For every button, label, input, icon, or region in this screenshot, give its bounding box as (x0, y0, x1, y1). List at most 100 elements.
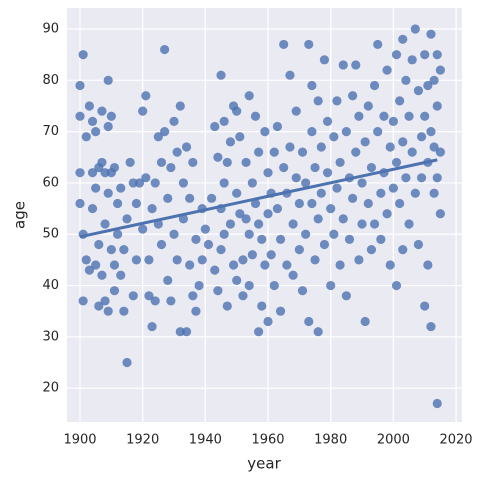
scatter-point (210, 265, 220, 275)
scatter-point (395, 96, 405, 106)
x-tick-label: 1900 (63, 433, 96, 448)
scatter-point (398, 245, 408, 255)
scatter-point (351, 60, 361, 70)
scatter-point (285, 70, 295, 80)
y-tick-label: 70 (42, 124, 59, 139)
scatter-point (116, 183, 126, 193)
scatter-point (141, 91, 151, 101)
scatter-point (191, 306, 201, 316)
scatter-point (75, 80, 85, 91)
scatter-point (163, 193, 173, 203)
scatter-point (207, 193, 217, 203)
scatter-point (420, 50, 430, 60)
scatter-point (106, 111, 116, 121)
scatter-point (109, 162, 120, 173)
scatter-point (97, 106, 107, 116)
scatter-point (244, 280, 254, 291)
scatter-point (213, 152, 223, 162)
scatter-point (181, 327, 192, 337)
scatter-point (147, 321, 157, 332)
scatter-point (423, 80, 433, 91)
scatter-point (244, 91, 254, 101)
scatter-point (376, 234, 386, 244)
scatter-point (181, 142, 192, 152)
scatter-point (244, 229, 254, 239)
scatter-point (94, 301, 104, 311)
scatter-point (91, 183, 101, 193)
scatter-point (103, 306, 113, 316)
scatter-point (335, 260, 345, 270)
scatter-point (235, 209, 245, 219)
scatter-point (225, 137, 236, 147)
y-tick-label: 90 (42, 22, 59, 37)
scatter-point (194, 280, 204, 291)
scatter-point (203, 239, 214, 250)
scatter-point (119, 245, 129, 255)
scatter-point (348, 91, 358, 101)
scatter-point (420, 301, 430, 311)
scatter-point (388, 183, 398, 193)
scatter-point (260, 260, 270, 270)
x-tick-label: 1920 (126, 433, 159, 448)
scatter-point (138, 106, 148, 116)
scatter-point (354, 255, 364, 265)
scatter-point (335, 157, 345, 168)
scatter-point (185, 193, 195, 203)
scatter-point (78, 50, 88, 60)
scatter-point (429, 75, 439, 85)
scatter-point (275, 306, 286, 316)
scatter-point (269, 147, 279, 157)
scatter-point (416, 173, 427, 183)
scatter-point (210, 121, 220, 132)
scatter-point (219, 178, 229, 188)
scatter-point (326, 203, 336, 214)
scatter-point (250, 111, 261, 121)
scatter-point (401, 173, 411, 183)
scatter-point (319, 239, 330, 250)
scatter-point (432, 50, 442, 60)
scatter-point (357, 178, 367, 188)
scatter-point (175, 101, 185, 111)
scatter-point (279, 162, 289, 173)
scatter-point (150, 178, 160, 188)
scatter-point (322, 116, 333, 126)
scatter-point (166, 296, 176, 306)
scatter-point (109, 260, 120, 270)
scatter-point (138, 224, 148, 234)
scatter-point (116, 270, 126, 280)
scatter-point (216, 70, 226, 80)
scatter-point (228, 260, 239, 270)
scatter-point (423, 260, 433, 270)
scatter-point (263, 316, 273, 327)
scatter-point (232, 188, 242, 198)
scatter-point (122, 357, 132, 368)
scatter-point (332, 183, 342, 193)
scatter-point (410, 24, 420, 34)
scatter-point (260, 127, 270, 137)
scatter-point (304, 316, 314, 327)
scatter-point (275, 234, 286, 244)
scatter-point (288, 270, 298, 280)
scatter-point (238, 291, 248, 301)
x-axis-label: year (247, 455, 281, 473)
scatter-point (91, 260, 101, 270)
scatter-point (348, 193, 358, 203)
scatter-point (172, 255, 182, 265)
scatter-point (366, 245, 377, 255)
scatter-point (178, 178, 189, 188)
scatter-point (344, 234, 355, 244)
scatter-point (103, 188, 113, 198)
scatter-point (75, 111, 85, 121)
scatter-point (426, 29, 436, 39)
scatter-point (113, 229, 123, 239)
scatter-point (332, 96, 342, 106)
scatter-point (310, 162, 320, 173)
scatter-point (404, 219, 414, 229)
scatter-point (263, 209, 273, 219)
scatter-point (322, 168, 333, 178)
scatter-point (247, 178, 257, 188)
scatter-point (313, 214, 323, 224)
scatter-point (166, 162, 176, 173)
scatter-point (388, 116, 398, 126)
scatter-point (398, 137, 408, 147)
